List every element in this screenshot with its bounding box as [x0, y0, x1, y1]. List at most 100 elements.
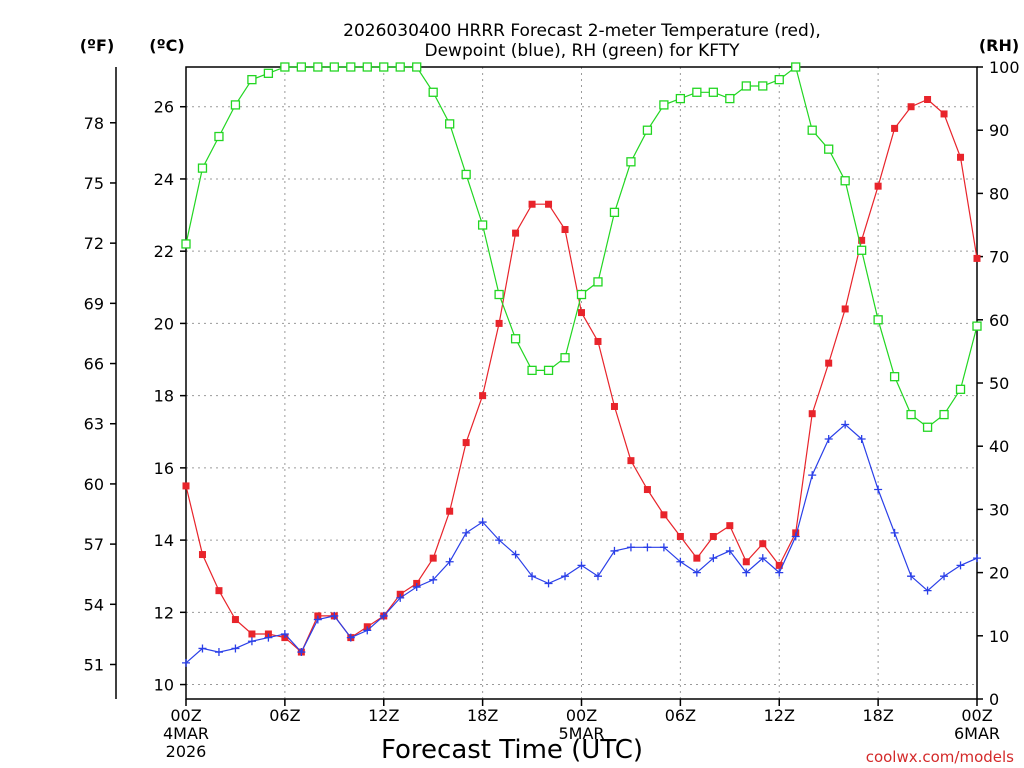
- temperature-point: [495, 319, 503, 327]
- dewpoint-point: [280, 629, 289, 638]
- temperature-point: [973, 254, 981, 262]
- fahrenheit-tick-label: 51: [84, 655, 104, 674]
- dewpoint-point: [956, 561, 965, 570]
- data-series: [181, 62, 982, 667]
- temperature-point: [924, 96, 932, 104]
- rh-point: [593, 277, 603, 287]
- dewpoint-point: [659, 543, 668, 552]
- temperature-point: [578, 309, 585, 317]
- fahrenheit-tick-label: 66: [84, 355, 104, 374]
- credit-label: coolwx.com/models: [866, 748, 1014, 766]
- rh-point: [362, 62, 372, 72]
- temperature-point: [561, 226, 569, 234]
- rh-point: [840, 176, 850, 186]
- x-tick-label: 00Z: [170, 706, 201, 725]
- temperature-point: [808, 410, 816, 418]
- rh-tick-label: 40: [989, 437, 1009, 456]
- x-tick-year-label: 2026: [166, 742, 207, 761]
- rh-point: [609, 207, 620, 218]
- dewpoint-point: [692, 568, 701, 577]
- dewpoint-point: [610, 546, 619, 555]
- dewpoint-point: [676, 557, 685, 566]
- dewpoint-point: [841, 420, 850, 429]
- temperature-point: [759, 540, 767, 548]
- x-tick-label: 18Z: [862, 706, 893, 725]
- rh-point: [774, 74, 784, 85]
- rh-point: [230, 100, 241, 110]
- temperature-point: [512, 229, 520, 237]
- celsius-tick-label: 18: [154, 387, 174, 406]
- dewpoint-point: [182, 658, 190, 667]
- dewpoint-point: [544, 579, 553, 588]
- rh-point: [873, 315, 883, 325]
- rh-point: [379, 62, 389, 72]
- rh-point: [247, 74, 257, 85]
- rh-tick-label: 70: [989, 248, 1009, 267]
- rh-point: [889, 372, 900, 382]
- temperature-point: [676, 532, 684, 540]
- temperature-point: [709, 532, 717, 540]
- dewpoint-point: [264, 633, 273, 642]
- fahrenheit-tick-label: 63: [84, 415, 104, 434]
- dewpoint-point: [824, 434, 833, 443]
- temperature-point: [594, 337, 602, 345]
- rh-point: [346, 62, 356, 72]
- dewpoint-point: [445, 557, 454, 566]
- dewpoint-point: [363, 626, 372, 635]
- x-tick-label: 06Z: [269, 706, 300, 725]
- temperature-point: [775, 561, 783, 569]
- temperature-point: [660, 511, 668, 519]
- temperature-point: [479, 392, 487, 400]
- rh-point: [626, 157, 636, 167]
- rh-point: [428, 87, 438, 97]
- rh-tick-label: 20: [989, 564, 1009, 583]
- celsius-tick-label: 12: [154, 603, 174, 622]
- dewpoint-point: [940, 572, 949, 581]
- x-tick-date-label: 4MAR: [163, 724, 209, 743]
- x-tick-label: 00Z: [566, 706, 597, 725]
- rh-point: [395, 62, 405, 72]
- temperature-point: [231, 616, 239, 624]
- temperature-point: [215, 587, 223, 595]
- dewpoint-point: [379, 611, 388, 620]
- rh-point: [791, 62, 801, 72]
- x-tick-date-label: 5MAR: [558, 724, 604, 743]
- x-tick-date-label: 6MAR: [954, 724, 1000, 743]
- temperature-point: [742, 558, 750, 566]
- dewpoint-point: [890, 528, 899, 537]
- dewpoint-point: [874, 485, 883, 494]
- rh-point: [741, 81, 751, 91]
- dewpoint-point: [973, 554, 981, 563]
- dewpoint-point: [462, 528, 471, 537]
- rh-point: [445, 119, 455, 129]
- dewpoint-point: [429, 575, 438, 584]
- dewpoint-point: [495, 536, 504, 545]
- temperature-point: [462, 439, 470, 447]
- rh-point: [412, 62, 422, 72]
- temperature-point: [891, 124, 899, 132]
- rh-tick-label: 90: [989, 121, 1009, 140]
- dewpoint-point: [907, 572, 916, 581]
- x-tick-label: 06Z: [665, 706, 696, 725]
- dewpoint-point: [742, 568, 751, 577]
- rh-tick-label: 100: [989, 58, 1020, 77]
- rh-series: [181, 62, 982, 432]
- dewpoint-point: [775, 568, 784, 577]
- rh-point: [527, 365, 537, 376]
- celsius-tick-label: 22: [154, 242, 174, 261]
- x-tick-label: 12Z: [368, 706, 399, 725]
- temperature-point: [726, 522, 734, 530]
- temperature-point: [248, 630, 256, 638]
- fahrenheit-tick-label: 57: [84, 535, 104, 554]
- dewpoint-point: [758, 554, 767, 563]
- temperature-point: [429, 554, 437, 562]
- rh-tick-label: 80: [989, 184, 1009, 203]
- dewpoint-point: [511, 550, 520, 559]
- dewpoint-point: [791, 532, 800, 541]
- rh-point: [675, 93, 686, 104]
- rh-point: [543, 365, 554, 376]
- rh-point: [692, 87, 702, 97]
